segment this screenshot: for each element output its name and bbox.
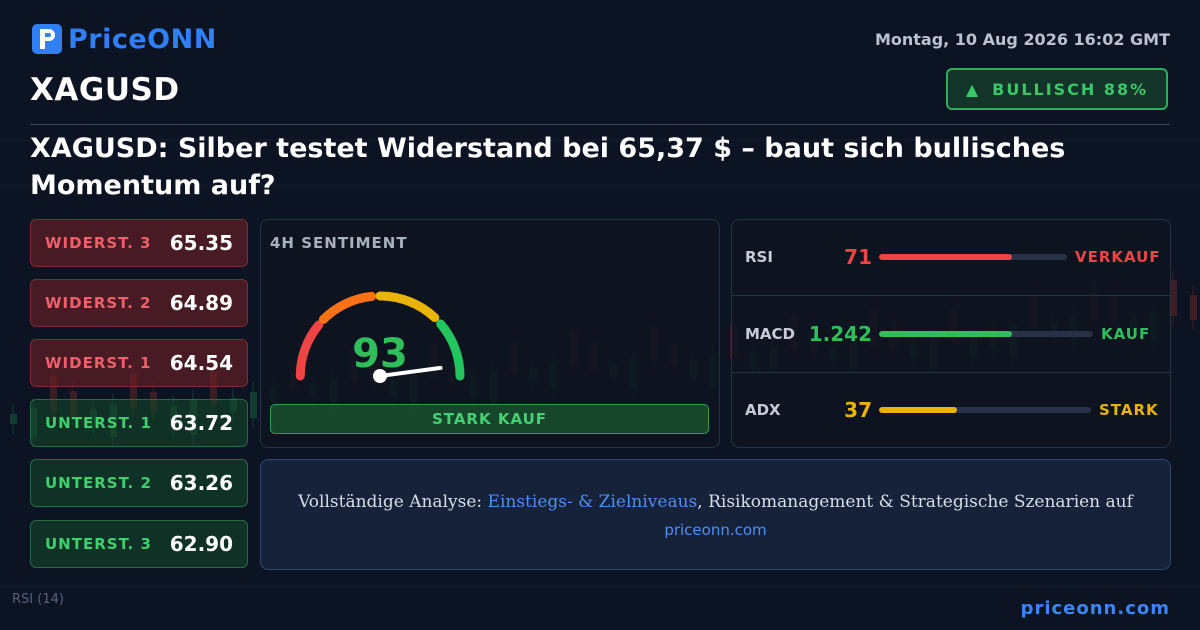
gauge-needle xyxy=(378,365,443,378)
level-label: WIDERST. 3 xyxy=(45,234,152,252)
background-candle xyxy=(50,376,57,412)
header-divider xyxy=(30,124,1170,125)
indicator-adx-track xyxy=(879,407,1091,413)
level-label: UNTERST. 1 xyxy=(45,414,152,432)
level-label: UNTERST. 3 xyxy=(45,535,152,553)
gauge-arc-green xyxy=(436,319,465,381)
level-value: 63.72 xyxy=(169,411,233,435)
gauge-signal-button: STARK KAUF xyxy=(270,404,709,434)
sentiment-gauge xyxy=(295,291,465,383)
background-candle xyxy=(1190,295,1197,320)
cta-suffix: , Risikomanagement & Strategische Szenar… xyxy=(697,492,1133,512)
indicator-divider xyxy=(732,372,1170,373)
cta-text: Vollständige Analyse: Einstiegs- & Zieln… xyxy=(260,492,1171,512)
level-label: UNTERST. 2 xyxy=(45,474,152,492)
indicator-macd-name: MACD xyxy=(745,325,795,343)
logo-p-icon xyxy=(32,24,62,54)
level-support-1: UNTERST. 1 63.72 xyxy=(30,399,248,447)
sentiment-badge-label: BULLISCH 88% xyxy=(992,79,1149,99)
indicator-divider xyxy=(732,295,1170,296)
level-value: 62.90 xyxy=(169,532,233,556)
indicator-macd-signal: KAUF xyxy=(1101,325,1151,343)
level-support-3: UNTERST. 3 62.90 xyxy=(30,520,248,568)
footer-rsi-label: RSI (14) xyxy=(12,592,64,607)
indicator-rsi-track xyxy=(879,254,1067,260)
indicator-rsi-fill xyxy=(879,254,1013,260)
footer-url-link[interactable]: priceonn.com xyxy=(1020,598,1170,619)
level-value: 64.54 xyxy=(169,351,233,375)
indicator-rsi-value: 71 xyxy=(844,245,872,269)
gauge-arc-red xyxy=(295,320,324,381)
footer-rsi-period: (14) xyxy=(37,592,64,607)
indicator-adx-name: ADX xyxy=(745,401,781,419)
indicator-macd-fill xyxy=(879,331,1012,337)
sentiment-badge: ▲ BULLISCH 88% xyxy=(946,68,1168,110)
level-support-2: UNTERST. 2 63.26 xyxy=(30,459,248,507)
brand-logo[interactable]: PriceONN xyxy=(32,22,217,56)
indicator-rsi-name: RSI xyxy=(745,248,773,266)
cta-prefix: Vollständige Analyse: xyxy=(298,492,488,512)
level-value: 65.35 xyxy=(169,231,233,255)
headline: XAGUSD: Silber testet Widerstand bei 65,… xyxy=(30,133,1066,201)
level-value: 63.26 xyxy=(169,471,233,495)
cta-link[interactable]: Einstiegs- & Zielniveaus xyxy=(487,492,698,512)
gauge-arc-yellow xyxy=(375,291,440,323)
up-arrow-icon: ▲ xyxy=(965,79,981,99)
indicator-macd-track xyxy=(879,331,1093,337)
indicator-adx-signal: STARK xyxy=(1099,401,1159,419)
cta-url-link[interactable]: priceonn.com xyxy=(664,521,767,539)
analysis-cta-panel[interactable] xyxy=(260,459,1171,570)
indicator-macd-value: 1.242 xyxy=(808,322,872,346)
indicator-adx-value: 37 xyxy=(844,398,872,422)
footer-rsi-name: RSI xyxy=(12,592,34,607)
brand-name: PriceONN xyxy=(68,23,217,55)
gauge-arc-orange xyxy=(318,291,377,324)
gauge-title: 4H SENTIMENT xyxy=(270,234,408,252)
background-candle xyxy=(210,371,217,404)
level-value: 64.89 xyxy=(169,291,233,315)
level-resistance-1: WIDERST. 1 64.54 xyxy=(30,339,248,387)
background-candle xyxy=(250,392,257,419)
level-resistance-3: WIDERST. 3 65.35 xyxy=(30,219,248,267)
gauge-pivot xyxy=(373,369,387,383)
level-label: WIDERST. 2 xyxy=(45,294,152,312)
background-candle xyxy=(10,414,17,424)
level-resistance-2: WIDERST. 2 64.89 xyxy=(30,279,248,327)
symbol-title: XAGUSD xyxy=(30,72,180,108)
indicator-adx-fill xyxy=(879,407,958,413)
level-label: WIDERST. 1 xyxy=(45,354,152,372)
background-candle xyxy=(130,373,137,408)
indicator-rsi-signal: VERKAUF xyxy=(1075,248,1161,266)
background-candle xyxy=(1170,280,1177,316)
gauge-value: 93 xyxy=(352,331,408,377)
timestamp: Montag, 10 Aug 2026 16:02 GMT xyxy=(874,30,1170,49)
